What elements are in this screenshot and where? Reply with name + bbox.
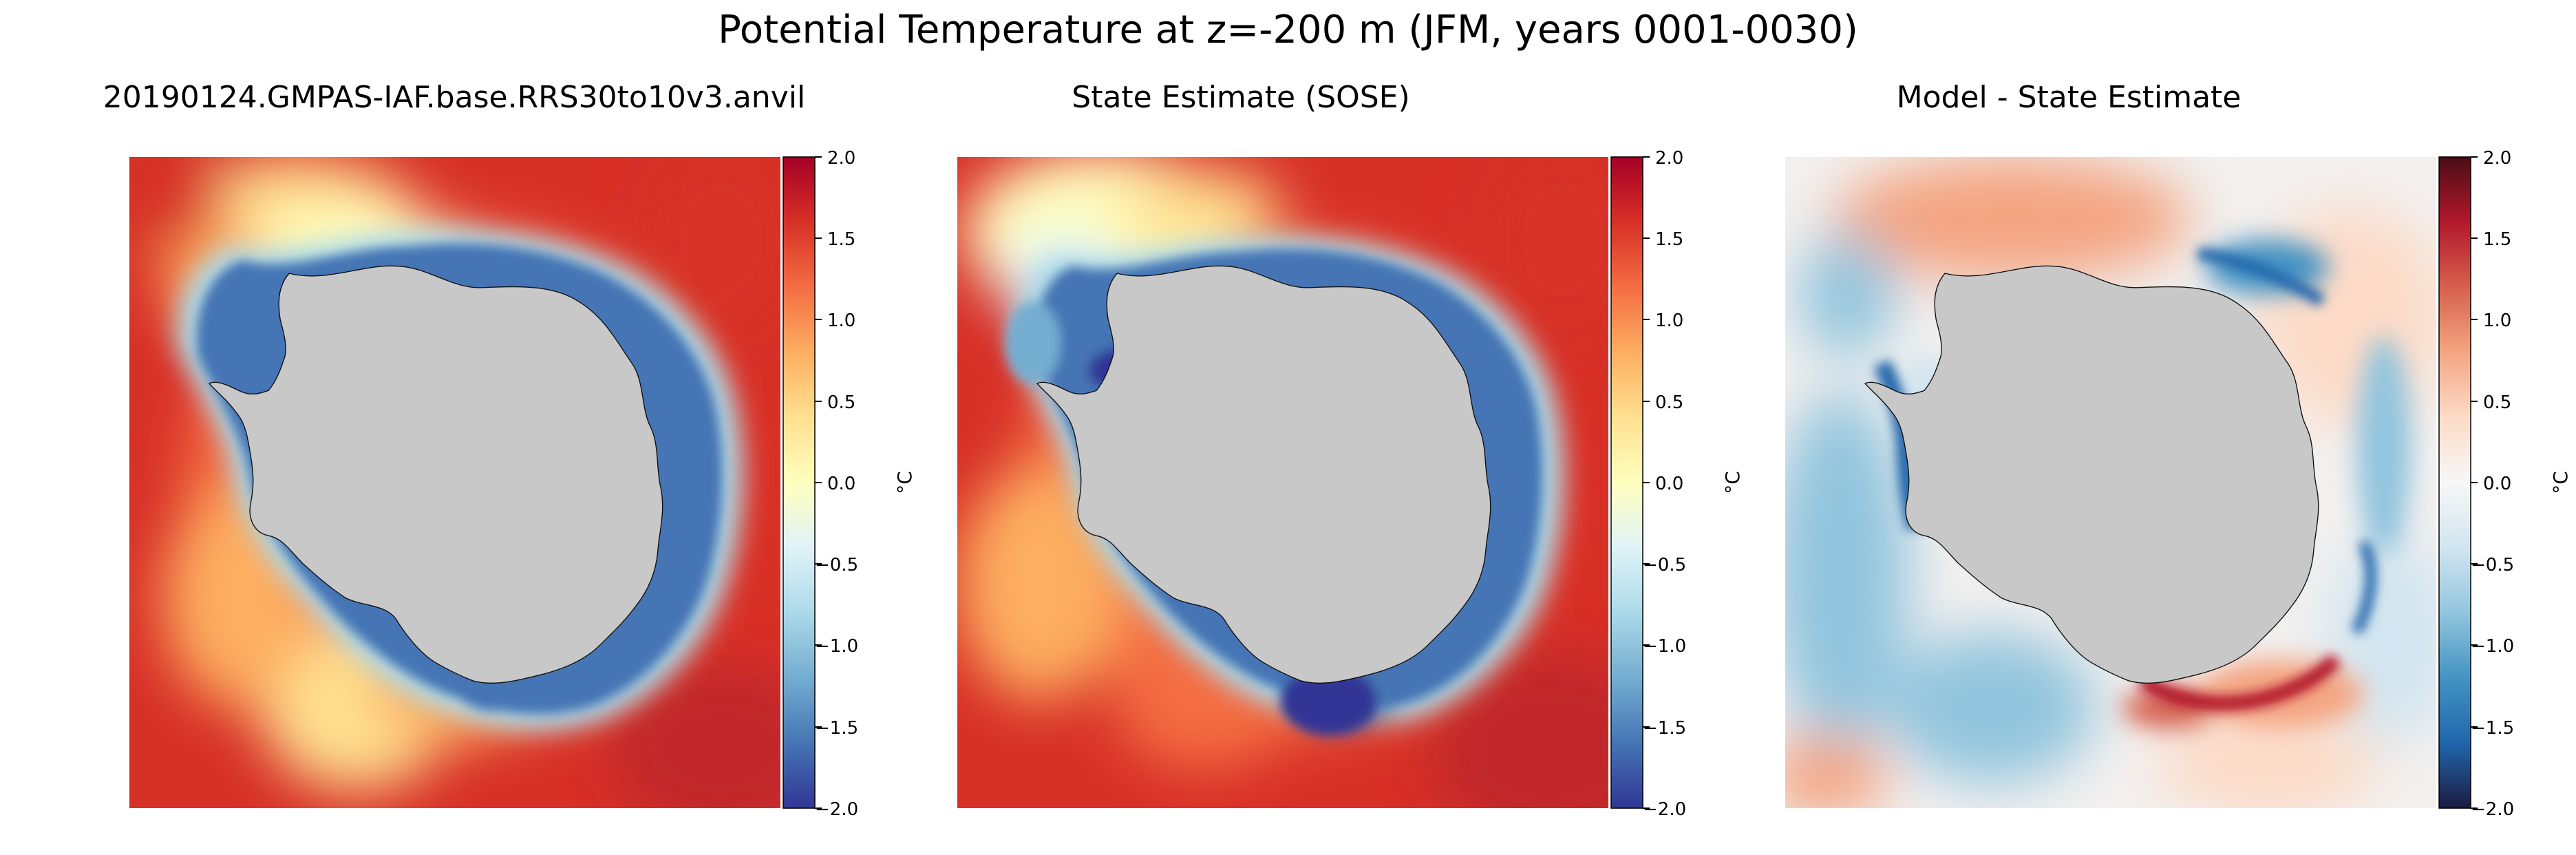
tick-label: 2.0 [1655, 148, 1683, 169]
tick-label: −1.0 [2471, 636, 2514, 657]
tick-label: 1.5 [1655, 229, 1683, 250]
panel-title-difference: Model - State Estimate [1896, 80, 2242, 115]
panel-model: 20190124.GMPAS-IAF.base.RRS30to10v3.anvi… [0, 0, 916, 855]
tick-label: −0.5 [1643, 555, 1686, 576]
tick-label: 0.5 [827, 392, 855, 413]
colorbar-label-sose: °C [1721, 471, 1744, 494]
colorbar-ticks-sose: 2.0 1.5 1.0 0.5 0.0 −0.5 −1.0 −1.5 −2.0 [1643, 148, 1686, 820]
colorbar-ticks-model: 2.0 1.5 1.0 0.5 0.0 −0.5 −1.0 −1.5 −2.0 [815, 148, 858, 820]
temperature-map-model [129, 157, 780, 808]
panel-difference: Model - State Estimate [1656, 0, 2572, 855]
tick-label: 0.5 [2483, 392, 2511, 413]
tick-label: −1.5 [815, 718, 858, 739]
figure-title: Potential Temperature at z=-200 m (JFM, … [718, 8, 1858, 52]
tick-label: −1.5 [2471, 718, 2514, 739]
tick-label: 1.0 [827, 310, 855, 331]
colorbar-ticks-difference: 2.0 1.5 1.0 0.5 0.0 −0.5 −1.0 −1.5 −2.0 [2471, 148, 2514, 820]
tick-label: −1.5 [1643, 718, 1686, 739]
tick-label: −2.0 [815, 799, 858, 820]
tick-label: 0.5 [1655, 392, 1683, 413]
tick-label: 1.5 [827, 229, 855, 250]
panel-sose: State Estimate (SOSE) [828, 0, 1744, 855]
tick-label: −0.5 [2471, 555, 2514, 576]
tick-label: 0.0 [2483, 474, 2511, 494]
tick-label: 2.0 [827, 148, 855, 169]
tick-label: 1.5 [2483, 229, 2511, 250]
tick-label: 0.0 [1655, 474, 1683, 494]
temperature-map-sose [957, 157, 1608, 808]
colorbar-label-model: °C [893, 471, 916, 494]
tick-label: 2.0 [2483, 148, 2511, 169]
colorbar-sose: 2.0 1.5 1.0 0.5 0.0 −0.5 −1.0 −1.5 −2.0 … [1610, 148, 1744, 820]
tick-label: −1.0 [1643, 636, 1686, 657]
tick-label: 1.0 [2483, 310, 2511, 331]
panel-title-sose: State Estimate (SOSE) [1072, 80, 1410, 115]
tick-label: −0.5 [815, 555, 858, 576]
tick-label: −1.0 [815, 636, 858, 657]
temperature-map-difference [1785, 157, 2436, 808]
panel-title-model: 20190124.GMPAS-IAF.base.RRS30to10v3.anvi… [103, 80, 806, 115]
tick-label: −2.0 [2471, 799, 2514, 820]
tick-label: −2.0 [1643, 799, 1686, 820]
tick-label: 1.0 [1655, 310, 1683, 331]
colorbar-model: 2.0 1.5 1.0 0.5 0.0 −0.5 −1.0 −1.5 −2.0 … [783, 148, 916, 820]
colorbar-difference: 2.0 1.5 1.0 0.5 0.0 −0.5 −1.0 −1.5 −2.0 … [2438, 148, 2572, 820]
colorbar-label-difference: °C [2549, 471, 2572, 494]
tick-label: 0.0 [827, 474, 855, 494]
